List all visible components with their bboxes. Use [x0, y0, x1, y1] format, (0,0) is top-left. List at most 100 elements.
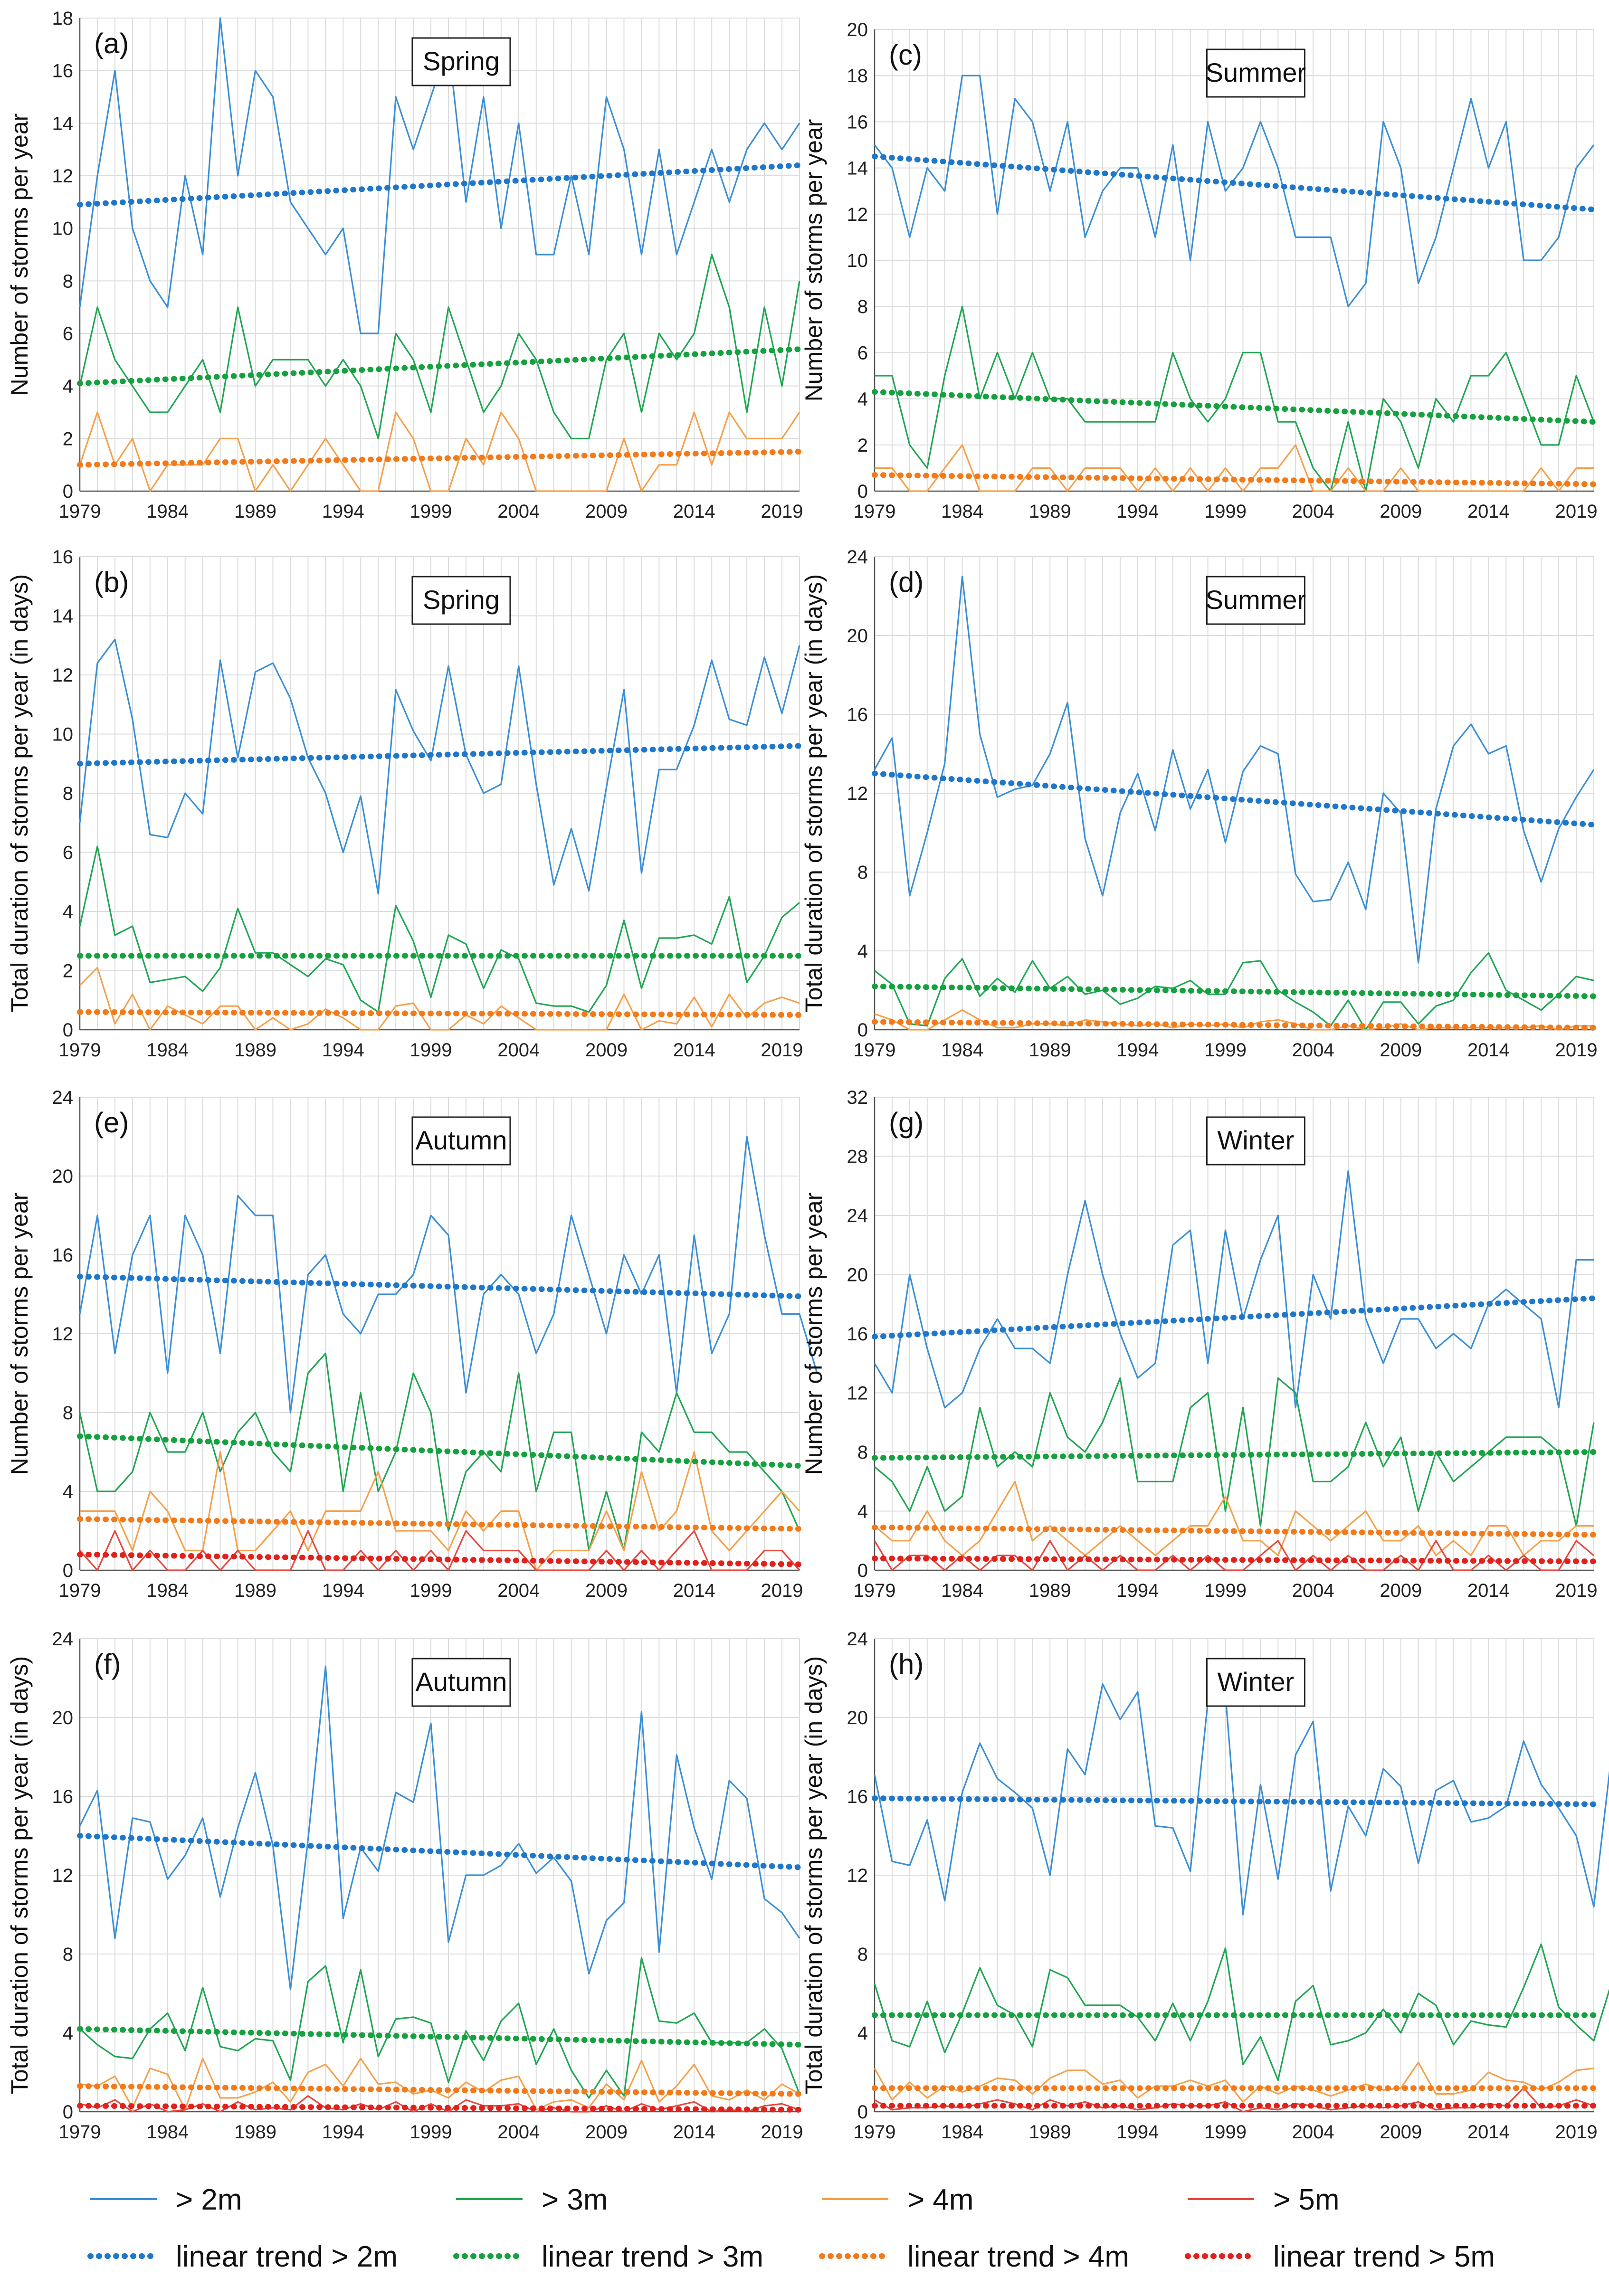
- y-axis-label: Number of storms per year: [6, 114, 33, 396]
- y-tick-label: 8: [63, 271, 73, 292]
- x-tick-label: 2019: [761, 501, 803, 522]
- x-tick-label: 1994: [1116, 1040, 1159, 1061]
- y-tick-label: 24: [847, 1629, 868, 1650]
- x-tick-label: 1979: [854, 1580, 896, 1601]
- x-tick-label: 2019: [1555, 501, 1598, 522]
- x-tick-label: 1989: [234, 1040, 276, 1061]
- panel-a: 0 2 4 6 8 10 12 14 16 18 1979 1984 1989 1994 1999 2004 2…: [6, 8, 803, 522]
- series-line-s2: [874, 575, 1595, 964]
- y-tick-label: 8: [63, 783, 73, 804]
- x-tick-label: 1984: [941, 2122, 983, 2143]
- y-tick-label: 24: [52, 1087, 74, 1108]
- season-box: [411, 1658, 511, 1707]
- x-tick-label: 1979: [59, 2122, 101, 2143]
- panel-d: 0 4 8 12 16 20 24 1979 1984 1989 1994 1999 2004 2009 2…: [800, 547, 1598, 1061]
- x-tick-label: 2014: [1467, 1580, 1510, 1601]
- y-tick-label: 16: [847, 704, 868, 725]
- season-box: [1206, 1658, 1305, 1707]
- panel-label: (c): [889, 39, 922, 71]
- y-tick-label: 8: [857, 1944, 868, 1965]
- panel-c: 0 2 4 6 8 10 12 14 16 18 20 1979 1984 1989 1994 1999 200…: [800, 19, 1598, 522]
- trend-line-t5: [77, 1551, 802, 1567]
- y-tick-label: 10: [52, 724, 74, 745]
- series-line-s4: [80, 1451, 800, 1571]
- trend-line-t2: [872, 1795, 1597, 1807]
- series-line-s2: [874, 75, 1595, 307]
- y-tick-label: 16: [52, 1786, 74, 1807]
- y-tick-label: 4: [63, 2023, 73, 2044]
- trend-line-t3: [872, 389, 1597, 425]
- trend-line-t4: [872, 1524, 1597, 1538]
- season-box: [411, 37, 511, 86]
- x-tick-label: 1979: [59, 1040, 101, 1061]
- x-tick-label: 2004: [1292, 2122, 1334, 2143]
- panel-label: (d): [889, 566, 924, 598]
- series-line-s3: [79, 1957, 800, 2099]
- y-tick-label: 16: [52, 61, 74, 82]
- y-tick-label: 18: [847, 66, 868, 86]
- x-tick-label: 1979: [854, 1040, 896, 1061]
- x-tick-label: 1994: [322, 1040, 364, 1061]
- series-line-s4: [79, 2058, 800, 2111]
- x-tick-label: 2009: [585, 2122, 628, 2143]
- panel-e: 0 4 8 12 16 20 24 1979 1984 1989 1994 1999 2004 2009 2…: [6, 1087, 818, 1601]
- x-tick-label: 2004: [497, 501, 540, 522]
- y-tick-label: 4: [63, 901, 73, 922]
- y-tick-label: 2: [63, 428, 73, 449]
- x-tick-label: 2014: [673, 2122, 715, 2143]
- x-tick-label: 1989: [1029, 1580, 1071, 1601]
- season-box: [1206, 48, 1305, 98]
- x-tick-label: 2014: [673, 501, 715, 522]
- x-tick-label: 1999: [410, 2122, 452, 2143]
- series-line-s3: [875, 305, 1595, 492]
- y-tick-label: 24: [52, 1629, 74, 1650]
- series-line-s4: [874, 2061, 1594, 2103]
- x-tick-label: 1994: [1116, 2122, 1159, 2143]
- y-tick-label: 0: [857, 481, 868, 502]
- x-tick-label: 2014: [1467, 501, 1510, 522]
- season-title: Summer: [1206, 585, 1306, 615]
- trend-line-t2: [872, 770, 1597, 828]
- y-tick-label: 6: [63, 843, 73, 863]
- y-axis-label: Number of storms per year: [6, 1193, 33, 1475]
- trend-line-t2: [872, 1295, 1597, 1340]
- series-line-s3: [79, 254, 800, 439]
- season-title: Spring: [423, 46, 500, 76]
- legend-item-s3: > 3m: [456, 2183, 608, 2216]
- y-tick-label: 2: [857, 435, 868, 456]
- legend-item-t2: linear trend > 2m: [87, 2240, 398, 2273]
- series-line-s2: [79, 1136, 818, 1414]
- x-tick-label: 1989: [234, 501, 276, 522]
- y-tick-label: 0: [857, 2102, 868, 2123]
- y-tick-label: 0: [63, 1020, 73, 1041]
- y-axis-label: Total duration of storms per year (in da…: [800, 574, 827, 1013]
- trend-line-t4: [77, 1009, 802, 1018]
- y-tick-label: 12: [52, 665, 74, 686]
- x-tick-label: 1999: [410, 1040, 452, 1061]
- y-tick-label: 4: [857, 1501, 868, 1522]
- series-line-s4: [79, 967, 800, 1031]
- y-tick-label: 20: [52, 1166, 74, 1187]
- y-tick-label: 12: [52, 1324, 74, 1345]
- y-tick-label: 14: [847, 158, 868, 179]
- x-tick-label: 1999: [410, 501, 452, 522]
- x-tick-label: 2019: [1555, 2122, 1598, 2143]
- x-tick-label: 1984: [146, 1040, 189, 1061]
- x-tick-label: 1984: [146, 2122, 189, 2143]
- x-tick-label: 2009: [1380, 1580, 1422, 1601]
- series-line-s4: [875, 444, 1594, 492]
- x-tick-label: 1994: [1116, 1580, 1159, 1601]
- season-box: [1206, 576, 1305, 625]
- panel-g: 0 4 8 12 16 20 24 28 32 1979 1984 1989 1994 1999 2004 2…: [800, 1087, 1598, 1601]
- x-tick-label: 2009: [1380, 501, 1422, 522]
- trend-line-t2: [77, 162, 802, 208]
- x-tick-label: 1989: [1029, 501, 1071, 522]
- y-tick-label: 12: [52, 166, 74, 187]
- trend-line-t4: [872, 472, 1597, 487]
- legend-label-s3: > 3m: [542, 2183, 608, 2216]
- x-tick-label: 1994: [1116, 501, 1159, 522]
- season-box: [411, 1116, 511, 1166]
- x-tick-label: 2019: [761, 1040, 803, 1061]
- legend-item-t4: linear trend > 4m: [819, 2240, 1129, 2273]
- x-tick-label: 2009: [585, 1580, 628, 1601]
